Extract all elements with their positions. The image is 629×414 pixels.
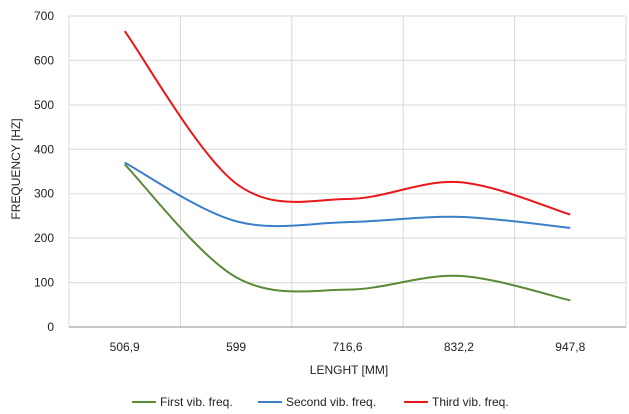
legend-item-first: First vib. freq. (132, 395, 233, 409)
y-tick-label: 400 (34, 142, 54, 156)
y-tick-labels: 0 100 200 300 400 500 600 700 (34, 9, 54, 334)
x-tick-label: 506,9 (110, 340, 140, 354)
legend-item-third: Third vib. freq. (404, 395, 509, 409)
legend-item-second: Second vib. freq. (258, 395, 376, 409)
x-tick-label: 716,6 (332, 340, 362, 354)
series-line-2 (124, 161, 571, 229)
gridlines (68, 15, 627, 327)
series-line-3 (123, 30, 571, 216)
y-tick-label: 600 (34, 53, 54, 67)
y-tick-label: 200 (34, 231, 54, 245)
legend: First vib. freq. Second vib. freq. Third… (132, 395, 509, 409)
y-tick-label: 300 (34, 187, 54, 201)
series-line-1 (123, 163, 571, 302)
series-lines (123, 30, 571, 302)
y-tick-label: 700 (34, 9, 54, 23)
y-tick-label: 500 (34, 98, 54, 112)
y-tick-label: 100 (34, 276, 54, 290)
y-tick-label: 0 (47, 320, 54, 334)
legend-label-first: First vib. freq. (160, 395, 233, 409)
x-tick-labels: 506,9 599 716,6 832,2 947,8 (110, 340, 586, 354)
x-axis-title: LENGHT [MM] (310, 363, 388, 377)
y-axis-title: FREQUENCY [HZ] (9, 118, 23, 219)
x-tick-label: 832,2 (444, 340, 474, 354)
x-tick-label: 599 (226, 340, 246, 354)
legend-label-third: Third vib. freq. (432, 395, 509, 409)
legend-label-second: Second vib. freq. (286, 395, 376, 409)
x-tick-label: 947,8 (555, 340, 585, 354)
